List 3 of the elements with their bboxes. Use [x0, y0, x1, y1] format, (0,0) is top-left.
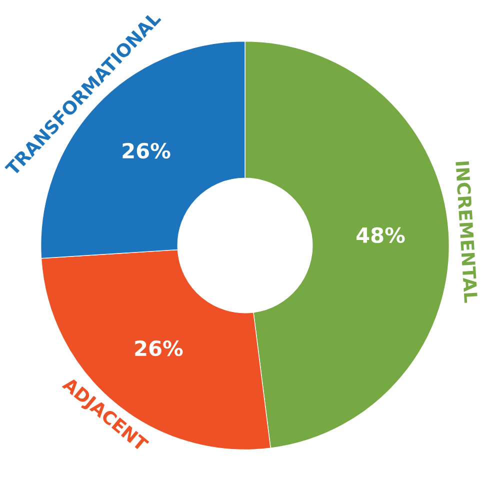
slice-label: INCREMENTAL: [455, 161, 478, 303]
data-label: 26%: [135, 340, 183, 356]
data-label: 48%: [356, 227, 405, 244]
